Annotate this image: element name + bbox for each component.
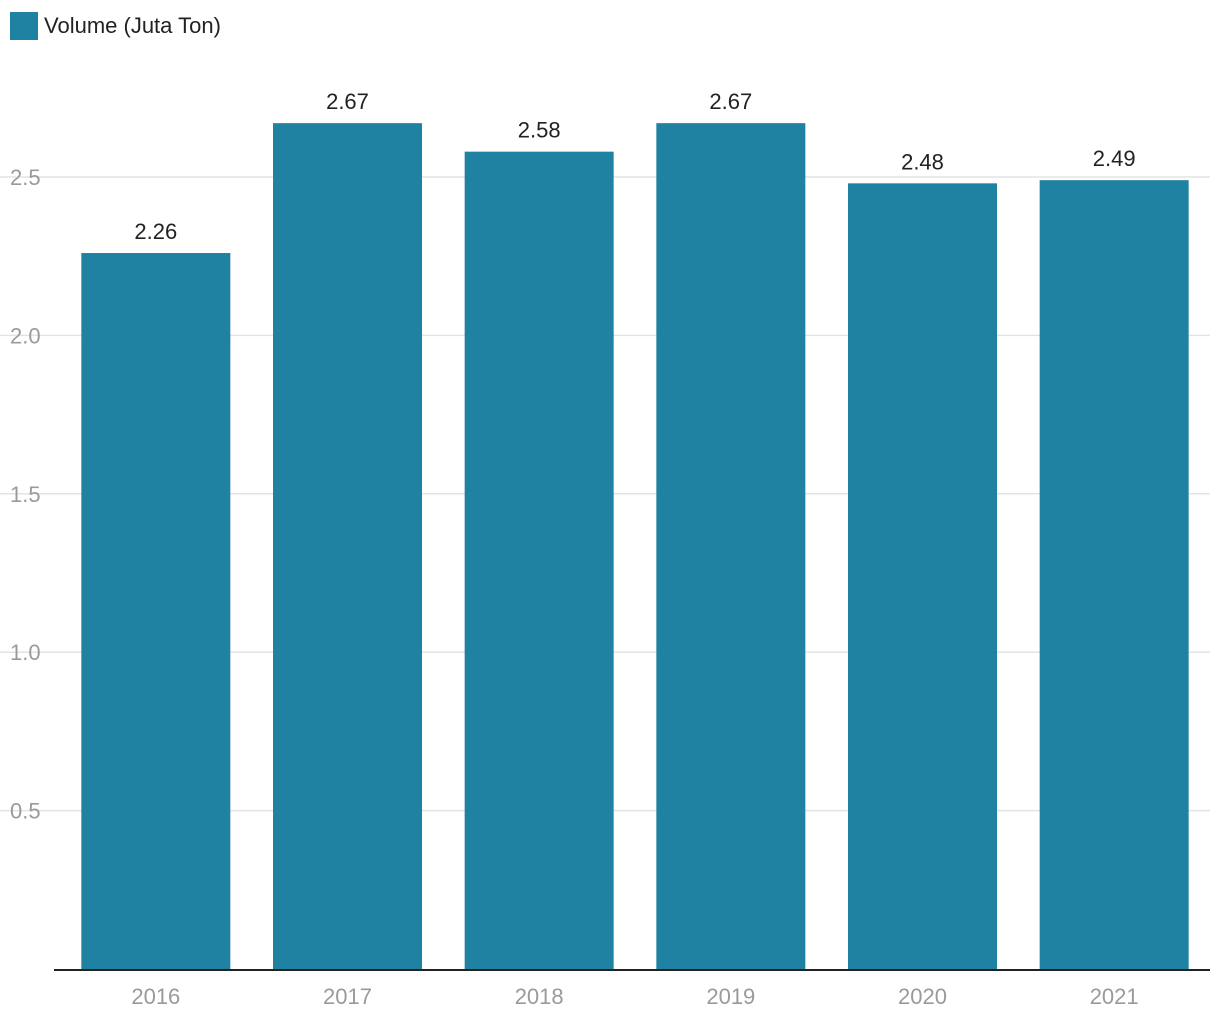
bar-2018 xyxy=(464,151,614,969)
x-axis-ticks: 2016 2017 2018 2019 2020 2021 xyxy=(131,984,1138,1009)
data-label: 2.67 xyxy=(709,89,752,114)
x-tick-label: 2019 xyxy=(706,984,755,1009)
x-tick-label: 2016 xyxy=(131,984,180,1009)
legend: Volume (Juta Ton) xyxy=(10,12,221,40)
bar-2016 xyxy=(81,253,231,970)
legend-swatch xyxy=(10,12,38,40)
x-tick-label: 2020 xyxy=(898,984,947,1009)
y-tick-label: 0.5 xyxy=(10,799,41,824)
data-label: 2.67 xyxy=(326,89,369,114)
y-tick-label: 2.0 xyxy=(10,323,41,348)
data-label: 2.58 xyxy=(518,118,561,143)
bar-2020 xyxy=(848,183,997,969)
bars xyxy=(81,123,1189,970)
y-tick-label: 1.5 xyxy=(10,482,41,507)
legend-label: Volume (Juta Ton) xyxy=(44,13,221,38)
data-label: 2.48 xyxy=(901,149,944,174)
x-tick-label: 2018 xyxy=(515,984,564,1009)
y-tick-label: 2.5 xyxy=(10,165,41,190)
data-label: 2.26 xyxy=(134,219,177,244)
data-label: 2.49 xyxy=(1093,146,1136,171)
data-labels: 2.26 2.67 2.58 2.67 2.48 2.49 xyxy=(134,89,1135,244)
x-tick-label: 2017 xyxy=(323,984,372,1009)
x-tick-label: 2021 xyxy=(1090,984,1139,1009)
y-tick-label: 1.0 xyxy=(10,640,41,665)
y-axis-ticks: 0.5 1.0 1.5 2.0 2.5 xyxy=(10,165,41,824)
bar-2021 xyxy=(1039,180,1189,970)
bar-2019 xyxy=(656,123,806,970)
bar-2017 xyxy=(273,123,422,970)
